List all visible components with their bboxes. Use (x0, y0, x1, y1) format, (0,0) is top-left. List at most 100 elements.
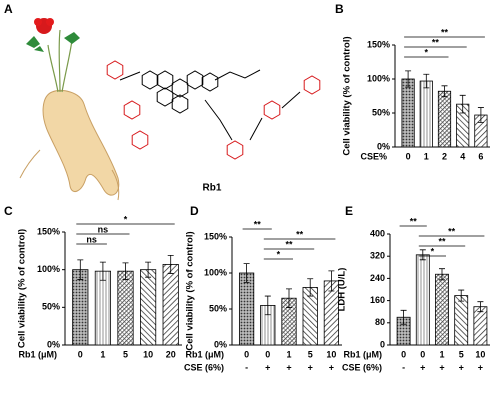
ring (226, 140, 244, 160)
y-tick-label: 80 (375, 317, 385, 327)
error-bar (423, 73, 430, 89)
y-tick-label: 50% (372, 107, 390, 117)
compound-label: Rb1 (203, 183, 222, 194)
x-tick-label-2: + (329, 362, 334, 372)
x-tick-label: 0 (420, 349, 425, 359)
error-bar (286, 288, 292, 308)
y-tick-label: 240 (370, 273, 385, 283)
error-bar (477, 301, 484, 313)
significance-label: ** (410, 216, 418, 226)
significance-label: ** (438, 236, 446, 246)
significance-label: * (431, 246, 435, 256)
error-bar (400, 309, 407, 325)
y-axis-label: LDH (U/L) (337, 268, 348, 312)
x-tick-label: 20 (166, 349, 176, 359)
panel-label: B (335, 2, 344, 16)
error-bar (77, 259, 84, 280)
x-tick-label: 1 (286, 349, 291, 359)
error-bar (99, 261, 106, 281)
ring (186, 70, 204, 90)
significance-label: * (124, 214, 128, 224)
error-bar (439, 268, 445, 281)
significance-label: * (277, 249, 281, 259)
bar (435, 273, 449, 346)
significance-label: * (425, 47, 429, 57)
error-bar (477, 107, 484, 123)
x-tick-label: 0 (401, 349, 406, 359)
significance-label: ** (432, 37, 440, 47)
x-tick-label: 1 (439, 349, 444, 359)
ring (171, 94, 189, 114)
y-axis-label: Cell viability (% of control) (342, 36, 353, 155)
error-bar (145, 261, 152, 278)
bar (94, 270, 111, 346)
x-tick-label: 2 (442, 151, 447, 161)
bar (419, 80, 433, 148)
bar (473, 306, 488, 346)
ring (141, 70, 159, 90)
x-axis-label-2: CSE (6%) (184, 362, 224, 372)
panel-label: D (190, 204, 199, 218)
significance-label: ** (254, 219, 262, 229)
bar (437, 90, 452, 148)
error-bar (243, 263, 250, 283)
x-tick-label: 5 (459, 349, 464, 359)
ring (263, 100, 281, 120)
x-tick-label: 0 (244, 349, 249, 359)
ring (171, 78, 189, 98)
significance-label: ns (98, 224, 109, 234)
ring (303, 75, 321, 95)
error-bar (458, 289, 465, 302)
ring (201, 72, 219, 92)
y-tick-label: 0% (47, 339, 60, 349)
x-tick-label: 10 (143, 349, 153, 359)
y-tick-label: 160 (370, 295, 385, 305)
x-tick-label: 4 (460, 151, 465, 161)
x-tick-label-2: + (420, 362, 425, 372)
y-tick-label: 150% (37, 226, 60, 236)
y-tick-label: 0% (214, 339, 227, 349)
bar (401, 78, 415, 148)
significance-label: ** (448, 226, 456, 236)
x-axis-label: Rb1 (μM) (18, 349, 57, 359)
y-tick-label: 400 (370, 228, 385, 238)
x-tick-label: 1 (100, 349, 105, 359)
ring (123, 100, 141, 120)
bar (162, 263, 179, 346)
y-axis-label: Cell viability (% of control) (17, 229, 28, 348)
significance-label: ns (86, 234, 97, 244)
error-bar (167, 254, 174, 274)
x-tick-label-2: + (478, 362, 483, 372)
bar (238, 272, 255, 346)
x-tick-label-2: + (459, 362, 464, 372)
x-tick-label: 0 (78, 349, 83, 359)
error-bar (307, 278, 314, 297)
error-bar (122, 262, 129, 280)
ginseng-illustration (19, 18, 120, 201)
panel-label: C (4, 204, 13, 218)
molecule-structure (106, 60, 321, 160)
significance-label: ** (296, 229, 304, 239)
x-tick-label-2: + (439, 362, 444, 372)
ring (156, 70, 174, 90)
y-tick-label: 0 (380, 339, 385, 349)
x-axis-label: Rb1 (μM) (343, 349, 382, 359)
x-axis-label: Rb1 (μM) (185, 349, 224, 359)
x-tick-label-2: - (402, 362, 405, 372)
error-bar (264, 295, 271, 316)
panel-label: E (345, 204, 353, 218)
y-tick-label: 100% (204, 267, 227, 277)
x-axis-label-2: CSE (6%) (342, 362, 382, 372)
x-tick-label: 10 (475, 349, 485, 359)
y-tick-label: 100% (37, 264, 60, 274)
bar (72, 269, 89, 346)
x-tick-label-2: - (245, 362, 248, 372)
y-tick-label: 0% (377, 141, 390, 151)
x-tick-label: 5 (308, 349, 313, 359)
x-tick-label-2: + (286, 362, 291, 372)
bar (117, 270, 134, 346)
bar (140, 269, 157, 346)
error-bar (441, 85, 448, 98)
x-axis-label: CSE% (360, 151, 387, 161)
